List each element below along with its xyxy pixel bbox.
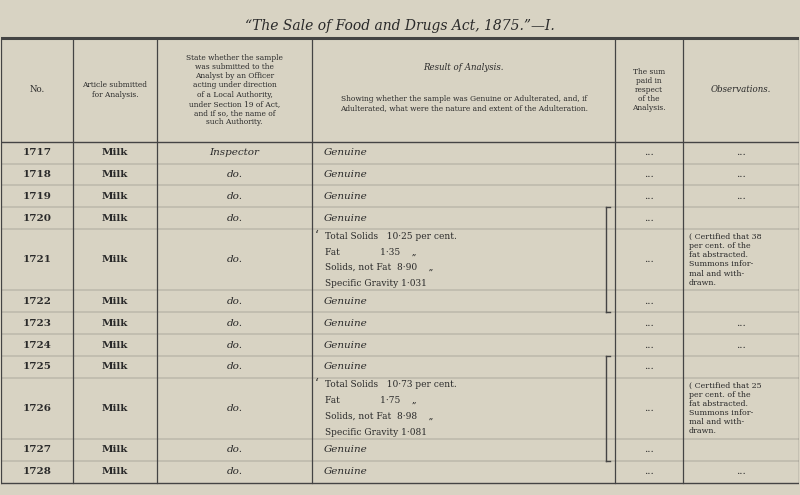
Text: Solids, not Fat  8·90    „: Solids, not Fat 8·90 „ xyxy=(325,263,434,272)
Text: Genuine: Genuine xyxy=(324,362,368,371)
Text: 1722: 1722 xyxy=(22,297,52,306)
Text: do.: do. xyxy=(226,255,242,264)
Text: Genuine: Genuine xyxy=(324,297,368,306)
Text: Milk: Milk xyxy=(102,319,128,328)
Text: ...: ... xyxy=(736,170,746,179)
Text: ...: ... xyxy=(644,467,654,476)
Text: Specific Gravity 1·031: Specific Gravity 1·031 xyxy=(325,279,427,288)
Text: 1725: 1725 xyxy=(23,362,52,371)
Text: do.: do. xyxy=(226,404,242,413)
Text: Milk: Milk xyxy=(102,404,128,413)
Text: State whether the sample
was submitted to the
Analyst by an Officer
acting under: State whether the sample was submitted t… xyxy=(186,54,283,126)
Text: Genuine: Genuine xyxy=(324,341,368,349)
Text: do.: do. xyxy=(226,446,242,454)
Text: Milk: Milk xyxy=(102,341,128,349)
Text: “The Sale of Food and Drugs Act, 1875.”—I.: “The Sale of Food and Drugs Act, 1875.”—… xyxy=(245,19,555,33)
Text: Genuine: Genuine xyxy=(324,319,368,328)
Text: Showing whether the sample was Genuine or Adulterated, and, if
Adulterated, what: Showing whether the sample was Genuine o… xyxy=(340,95,588,112)
Text: do.: do. xyxy=(226,341,242,349)
Text: Milk: Milk xyxy=(102,148,128,157)
Text: do.: do. xyxy=(226,362,242,371)
Text: ...: ... xyxy=(644,319,654,328)
Text: No.: No. xyxy=(30,86,45,95)
Text: Milk: Milk xyxy=(102,467,128,476)
Text: do.: do. xyxy=(226,170,242,179)
Text: Genuine: Genuine xyxy=(324,446,368,454)
Text: Genuine: Genuine xyxy=(324,148,368,157)
Text: ...: ... xyxy=(644,148,654,157)
Text: do.: do. xyxy=(226,214,242,223)
Text: 1728: 1728 xyxy=(23,467,52,476)
Text: ...: ... xyxy=(736,192,746,201)
Text: ‘: ‘ xyxy=(314,378,318,392)
Text: Milk: Milk xyxy=(102,255,128,264)
Text: ...: ... xyxy=(644,404,654,413)
Text: ...: ... xyxy=(644,446,654,454)
Text: Genuine: Genuine xyxy=(324,170,368,179)
Text: Milk: Milk xyxy=(102,362,128,371)
Text: 1719: 1719 xyxy=(23,192,52,201)
Text: Result of Analysis.: Result of Analysis. xyxy=(423,63,504,72)
Text: ( Certified that 25
per cent. of the
fat abstracted.
Summons infor-
mal and with: ( Certified that 25 per cent. of the fat… xyxy=(689,382,762,436)
Text: do.: do. xyxy=(226,319,242,328)
Text: Milk: Milk xyxy=(102,297,128,306)
Text: Solids, not Fat  8·98    „: Solids, not Fat 8·98 „ xyxy=(325,412,434,421)
Text: Article submitted
for Analysis.: Article submitted for Analysis. xyxy=(82,81,147,99)
Text: 1723: 1723 xyxy=(23,319,52,328)
Text: Milk: Milk xyxy=(102,170,128,179)
Text: 1727: 1727 xyxy=(22,446,52,454)
Text: 1721: 1721 xyxy=(22,255,52,264)
Text: ...: ... xyxy=(644,214,654,223)
Text: ...: ... xyxy=(644,297,654,306)
Text: ...: ... xyxy=(644,255,654,264)
Text: do.: do. xyxy=(226,192,242,201)
Text: Milk: Milk xyxy=(102,446,128,454)
Text: Specific Gravity 1·081: Specific Gravity 1·081 xyxy=(325,428,427,437)
Text: ...: ... xyxy=(644,170,654,179)
Text: ...: ... xyxy=(644,362,654,371)
Text: Milk: Milk xyxy=(102,214,128,223)
Text: Total Solids   10·25 per cent.: Total Solids 10·25 per cent. xyxy=(325,232,457,241)
Text: 1726: 1726 xyxy=(22,404,52,413)
Text: Inspector: Inspector xyxy=(210,148,259,157)
Text: Total Solids   10·73 per cent.: Total Solids 10·73 per cent. xyxy=(325,380,457,390)
Text: 1720: 1720 xyxy=(22,214,52,223)
Text: 1717: 1717 xyxy=(22,148,52,157)
Text: Fat              1·35    „: Fat 1·35 „ xyxy=(325,248,417,256)
Text: do.: do. xyxy=(226,467,242,476)
Text: The sum
paid in
respect
of the
Analysis.: The sum paid in respect of the Analysis. xyxy=(632,68,666,112)
Text: ‘: ‘ xyxy=(314,230,318,243)
Text: ( Certified that 38
per cent. of the
fat abstracted.
Summons infor-
mal and with: ( Certified that 38 per cent. of the fat… xyxy=(689,233,762,287)
Text: ...: ... xyxy=(736,319,746,328)
Text: Milk: Milk xyxy=(102,192,128,201)
Text: Genuine: Genuine xyxy=(324,192,368,201)
Text: Observations.: Observations. xyxy=(710,86,771,95)
Text: ...: ... xyxy=(736,467,746,476)
Text: ...: ... xyxy=(736,148,746,157)
Text: Fat              1·75    „: Fat 1·75 „ xyxy=(325,396,417,405)
Text: Genuine: Genuine xyxy=(324,214,368,223)
Text: do.: do. xyxy=(226,297,242,306)
Text: Genuine: Genuine xyxy=(324,467,368,476)
Text: ...: ... xyxy=(736,341,746,349)
Text: 1718: 1718 xyxy=(23,170,52,179)
Text: ...: ... xyxy=(644,341,654,349)
Text: ...: ... xyxy=(644,192,654,201)
Text: 1724: 1724 xyxy=(23,341,52,349)
